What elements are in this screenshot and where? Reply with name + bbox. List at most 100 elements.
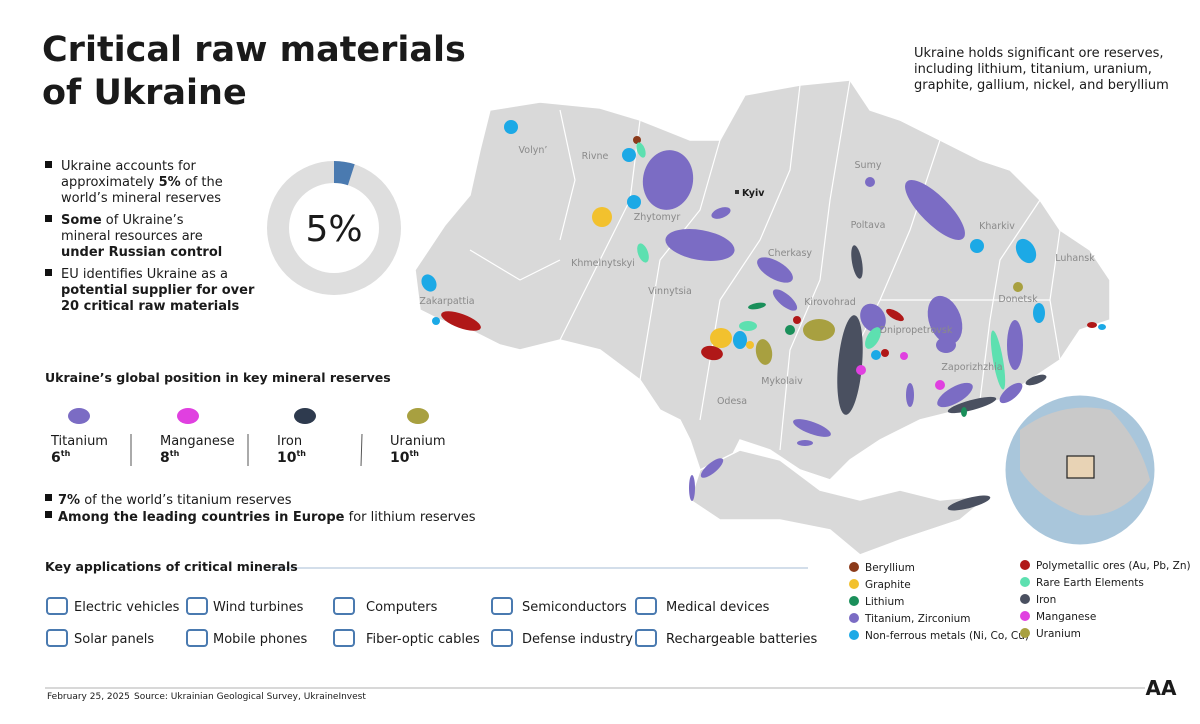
legend-dot <box>1020 577 1030 587</box>
legend-label: Manganese <box>1036 611 1096 623</box>
app-label: Semiconductors <box>522 600 627 615</box>
region-label: Dnipropetrovsk <box>880 325 953 336</box>
legend-dot <box>1020 628 1030 638</box>
deposit <box>900 352 908 360</box>
deposit <box>701 345 723 361</box>
app-icon <box>186 629 208 647</box>
mineral-rank: 10th <box>390 449 419 466</box>
bullet-text: world’s mineral reserves <box>61 191 221 206</box>
region-label: Zhytomyr <box>634 212 681 223</box>
deposit <box>772 289 798 311</box>
deposit <box>856 365 866 375</box>
legend-label: Beryllium <box>865 562 915 574</box>
deposit <box>851 245 863 279</box>
deposit <box>504 120 518 134</box>
text-part: for lithium reserves <box>344 510 475 525</box>
legend-dot <box>849 596 859 606</box>
divider <box>360 433 363 467</box>
deposit <box>689 475 695 501</box>
footer-source: Source: Ukrainian Geological Survey, Ukr… <box>134 692 366 702</box>
text-part: of the world’s titanium reserves <box>80 493 292 508</box>
deposit <box>441 311 481 331</box>
deposit <box>785 325 795 335</box>
region-label: Zaporizhzhia <box>941 362 1002 373</box>
mineral-name: Iron <box>277 434 302 449</box>
bullet-text: 20 critical raw materials <box>61 299 239 314</box>
deposit <box>881 349 889 357</box>
deposit <box>865 177 875 187</box>
app-label: Rechargeable batteries <box>666 632 817 647</box>
text-part: under Russian control <box>61 245 222 260</box>
app-icon <box>333 629 355 647</box>
legend-label: Non-ferrous metals (Ni, Co, Cu) <box>865 630 1029 642</box>
crimea-map <box>689 449 993 556</box>
text-part: 5% <box>159 175 181 190</box>
summary: Ukraine holds significant ore reserves, <box>914 46 1163 61</box>
text-part: approximately <box>61 175 159 190</box>
app-icon <box>491 629 513 647</box>
app-icon <box>186 597 208 615</box>
mineral-name: Manganese <box>160 434 235 449</box>
deposit <box>947 495 991 511</box>
deposit <box>837 315 863 415</box>
rank-suffix: th <box>409 449 419 458</box>
deposit <box>1007 320 1023 370</box>
legend-label: Uranium <box>1036 628 1081 640</box>
footer-date: February 25, 2025 <box>47 692 130 702</box>
rank-number: 10 <box>390 450 410 466</box>
mineral-icon <box>68 408 90 424</box>
app-icon <box>635 597 657 615</box>
app-icon <box>333 597 355 615</box>
bullet-square <box>45 269 52 276</box>
app-label: Wind turbines <box>213 600 304 615</box>
deposit <box>1013 282 1023 292</box>
region-label: Odesa <box>717 396 747 407</box>
deposit <box>633 136 641 144</box>
text-part: 7% <box>58 493 80 508</box>
summary: including lithium, titanium, uranium, <box>914 62 1152 77</box>
deposit <box>642 150 694 210</box>
mineral-name: Titanium <box>50 434 108 449</box>
app-icon <box>491 597 513 615</box>
legend-dot <box>849 630 859 640</box>
mineral-rank: 8th <box>160 449 180 466</box>
app-label: Medical devices <box>666 600 770 615</box>
donut-label: 5% <box>305 209 362 250</box>
deposit <box>803 319 835 341</box>
deposit <box>935 380 945 390</box>
region-label: Vinnytsia <box>648 286 692 297</box>
deposit <box>793 316 801 324</box>
deposit <box>793 419 831 437</box>
deposit <box>748 302 766 310</box>
deposit <box>622 148 636 162</box>
deposit <box>637 243 649 263</box>
text-part: of the <box>181 175 223 190</box>
deposit <box>936 337 956 353</box>
deposit <box>755 339 773 365</box>
rank-number: 10 <box>277 450 297 466</box>
region-label: Donetsk <box>998 294 1038 305</box>
summary: graphite, gallium, nickel, and beryllium <box>914 78 1169 93</box>
deposit <box>739 321 757 331</box>
region-label: Mykolaiv <box>761 376 803 387</box>
app-label: Solar panels <box>74 632 154 647</box>
mineral-icon <box>407 408 429 424</box>
legend-label: Rare Earth Elements <box>1036 577 1144 589</box>
deposit <box>990 330 1006 390</box>
rank-suffix: th <box>61 449 71 458</box>
deposit <box>970 239 984 253</box>
deposit <box>746 341 754 349</box>
text-part: of Ukraine’s <box>102 213 184 228</box>
bullet-square <box>45 494 52 501</box>
app-label: Mobile phones <box>213 632 307 647</box>
region-label: Kharkiv <box>979 221 1015 232</box>
deposit <box>860 303 886 333</box>
section-title: Key applications of critical minerals <box>45 559 298 574</box>
region-label: Khmelnytskyi <box>571 258 635 269</box>
region-label: Sumy <box>855 160 882 171</box>
bullet-square <box>45 511 52 518</box>
text-part: potential supplier for over <box>61 283 255 298</box>
region-label: Volyn’ <box>519 145 548 156</box>
deposit <box>592 207 612 227</box>
